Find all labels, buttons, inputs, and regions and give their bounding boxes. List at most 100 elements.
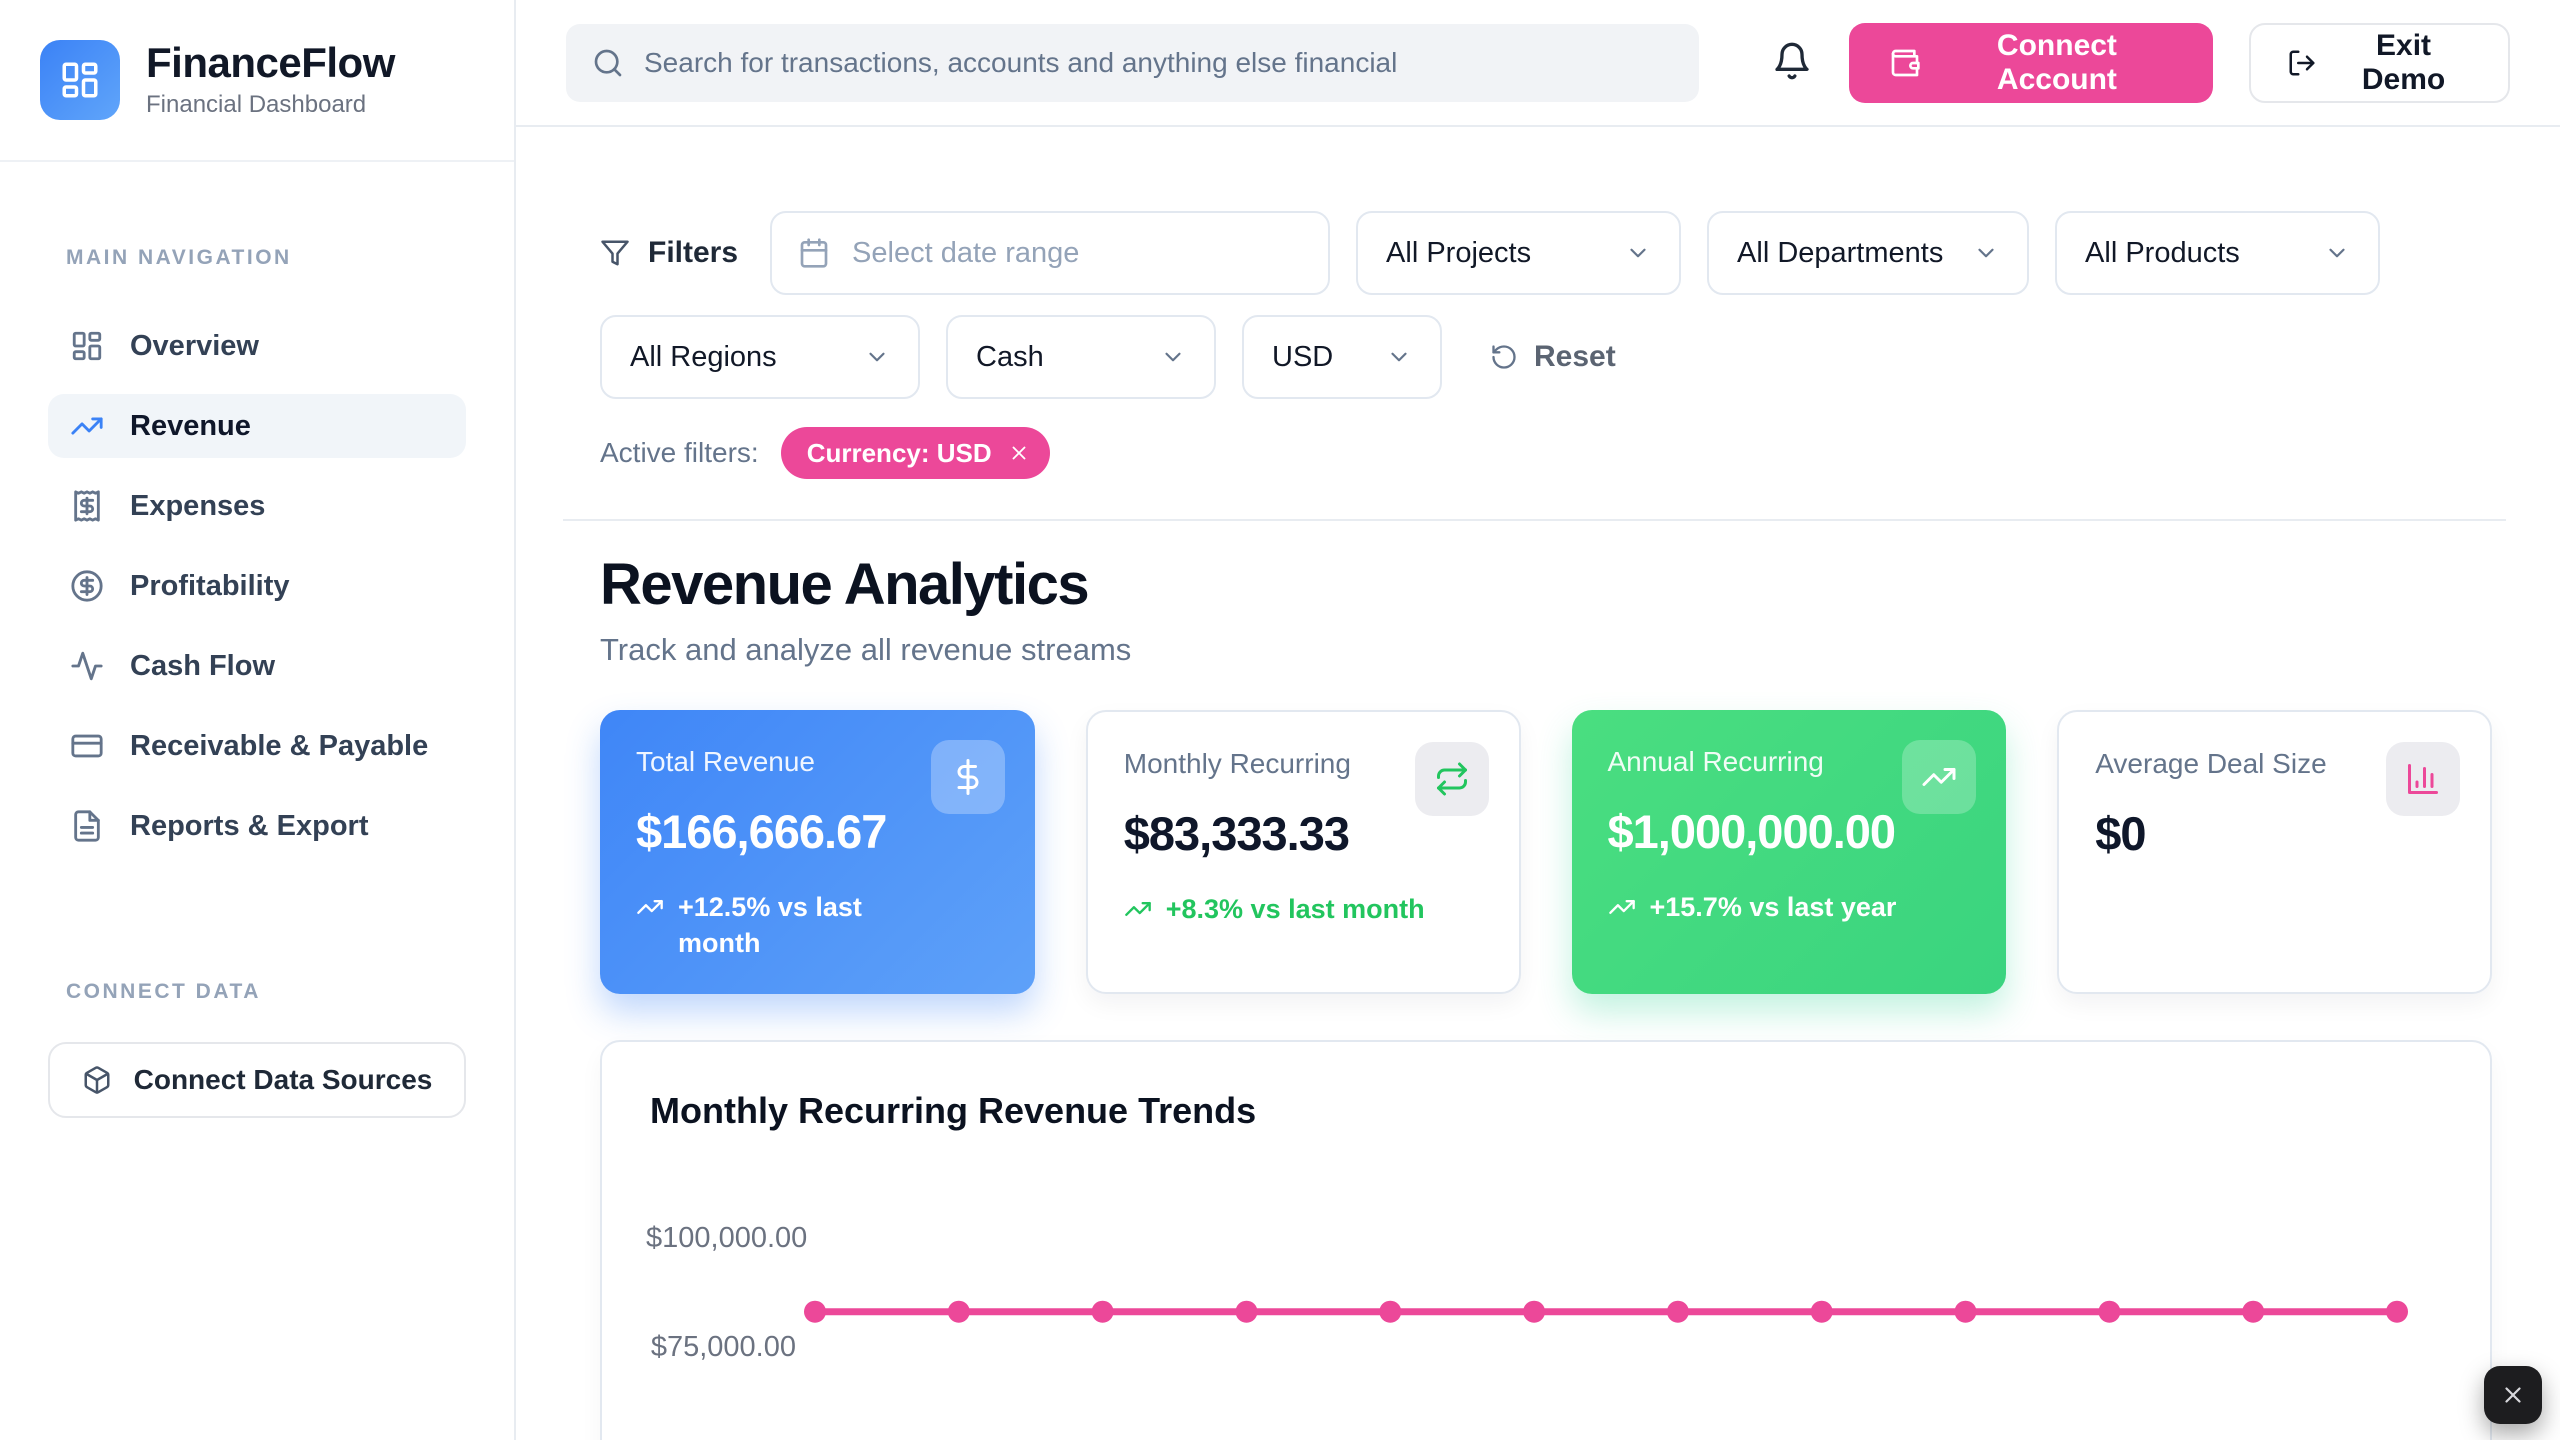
sidebar-item-label: Revenue xyxy=(130,409,251,442)
chevron-down-icon xyxy=(2324,240,2350,266)
page-title: Revenue Analytics xyxy=(600,552,1090,617)
currency-filter-select[interactable]: USD xyxy=(1242,315,1442,399)
main-navigation: MAIN NAVIGATION Overview Revenue Expenses P… xyxy=(0,162,514,858)
connect-data-sources-button[interactable]: Connect Data Sources xyxy=(48,1042,466,1118)
page-subtitle: Track and analyze all revenue streams xyxy=(600,632,1132,667)
y-axis-tick-label: $75,000.00 xyxy=(650,1331,796,1363)
reset-filters-button[interactable]: Reset xyxy=(1490,340,1616,374)
package-icon xyxy=(82,1065,112,1095)
date-range-input[interactable]: Select date range xyxy=(770,211,1331,295)
stat-card-value: $166,666.67 xyxy=(636,805,887,858)
nav-section-label: MAIN NAVIGATION xyxy=(66,246,292,269)
mrr-trends-chart-card: Monthly Recurring Revenue Trends $100,00… xyxy=(600,1040,2492,1440)
active-filters-row: Active filters: Currency: USD xyxy=(600,427,2492,479)
chevron-down-icon xyxy=(1625,240,1651,266)
file-text-icon xyxy=(70,809,104,843)
stat-card-icon-badge xyxy=(2386,742,2460,816)
chevron-down-icon xyxy=(1386,344,1412,370)
sidebar-item-profitability[interactable]: Profitability xyxy=(48,554,466,618)
sidebar-item-expenses[interactable]: Expenses xyxy=(48,474,466,538)
stat-card-change: +12.5% vs last month xyxy=(636,889,999,962)
sidebar-item-label: Profitability xyxy=(130,569,290,602)
reset-icon xyxy=(1490,343,1518,371)
account-type-filter-select[interactable]: Cash xyxy=(946,315,1216,399)
chip-close-icon[interactable] xyxy=(1008,442,1030,464)
projects-filter-value: All Projects xyxy=(1386,236,1532,269)
regions-filter-select[interactable]: All Regions xyxy=(600,315,920,399)
dollar-sign-icon xyxy=(950,759,986,795)
trending-up-icon xyxy=(1608,893,1636,921)
account-type-filter-value: Cash xyxy=(976,340,1044,373)
global-search[interactable] xyxy=(566,23,1699,102)
trending-up-icon xyxy=(70,409,104,443)
stat-cards-row: Total Revenue $166,666.67 +12.5% vs last m… xyxy=(600,710,2492,994)
reset-label: Reset xyxy=(1534,340,1616,373)
trending-up-icon xyxy=(1124,895,1152,923)
app-logo-block: FinanceFlow Financial Dashboard xyxy=(0,0,514,162)
connect-section-label: CONNECT DATA xyxy=(66,980,261,1003)
app-tagline: Financial Dashboard xyxy=(146,91,367,119)
dashboard-grid-icon xyxy=(59,59,101,101)
products-filter-select[interactable]: All Products xyxy=(2055,211,2381,295)
chevron-down-icon xyxy=(1973,240,1999,266)
overlay-close-button[interactable] xyxy=(2484,1366,2542,1424)
exit-demo-button[interactable]: Exit Demo xyxy=(2249,22,2511,103)
circle-dollar-sign-icon xyxy=(70,569,104,603)
sidebar-item-receivable-payable[interactable]: Receivable & Payable xyxy=(48,714,466,778)
credit-card-icon xyxy=(70,729,104,763)
notifications-button[interactable] xyxy=(1771,41,1813,85)
sidebar-item-label: Receivable & Payable xyxy=(130,729,429,762)
stat-card-label: Average Deal Size xyxy=(2095,748,2327,779)
stat-card-label: Monthly Recurring xyxy=(1123,748,1351,779)
repeat-icon xyxy=(1434,761,1470,797)
connect-data-sources-label: Connect Data Sources xyxy=(133,1064,433,1095)
activity-icon xyxy=(70,649,104,683)
y-axis-tick-label: $100,000.00 xyxy=(646,1222,808,1254)
connect-account-label: Connect Account xyxy=(1996,28,2117,96)
app-name: FinanceFlow xyxy=(146,38,395,86)
stat-card-icon-badge xyxy=(1414,742,1489,816)
stat-card-value: $1,000,000.00 xyxy=(1607,805,1897,858)
app-logo xyxy=(40,40,120,120)
connect-account-button[interactable]: Connect Account xyxy=(1848,22,2214,103)
stat-card-total-revenue: Total Revenue $166,666.67 +12.5% vs last m… xyxy=(600,710,1035,994)
stat-card-change: +8.3% vs last month xyxy=(1124,891,1483,927)
stat-card-value: $0 xyxy=(2095,807,2146,860)
chevron-down-icon xyxy=(1160,344,1186,370)
stat-card-label: Annual Recurring xyxy=(1607,746,1824,777)
stat-card-change: +15.7% vs last year xyxy=(1608,889,1971,925)
search-icon xyxy=(592,47,624,79)
bar-chart-icon xyxy=(2405,761,2441,797)
app-identity: FinanceFlow Financial Dashboard xyxy=(146,38,395,119)
departments-filter-select[interactable]: All Departments xyxy=(1707,211,2030,295)
sidebar-item-label: Overview xyxy=(130,329,259,362)
stat-card-annual-recurring: Annual Recurring $1,000,000.00 +15.7% vs l… xyxy=(1571,710,2007,994)
sidebar-item-reports-export[interactable]: Reports & Export xyxy=(48,794,466,858)
connect-data-section: CONNECT DATA Connect Data Sources xyxy=(48,980,466,1118)
wallet-icon xyxy=(1889,47,1921,79)
logout-icon xyxy=(2287,48,2317,78)
currency-filter-chip[interactable]: Currency: USD xyxy=(780,427,1050,479)
date-range-placeholder: Select date range xyxy=(852,236,1080,269)
sidebar-item-cash-flow[interactable]: Cash Flow xyxy=(48,634,466,698)
stat-card-value: $83,333.33 xyxy=(1123,807,1350,860)
sidebar-item-label: Expenses xyxy=(130,489,266,522)
projects-filter-select[interactable]: All Projects xyxy=(1356,211,1682,295)
trending-up-icon xyxy=(636,893,664,921)
calendar-icon xyxy=(798,237,830,269)
stat-card-change-text: +12.5% vs last month xyxy=(678,892,862,959)
currency-chip-label: Currency: USD xyxy=(806,437,992,468)
departments-filter-value: All Departments xyxy=(1737,236,1944,269)
sidebar: FinanceFlow Financial Dashboard MAIN NAV… xyxy=(0,0,516,1440)
search-input[interactable] xyxy=(644,46,1673,79)
products-filter-value: All Products xyxy=(2085,236,2240,269)
regions-filter-value: All Regions xyxy=(630,340,777,373)
stat-card-average-deal-size: Average Deal Size $0 xyxy=(2057,710,2492,994)
sidebar-item-revenue[interactable]: Revenue xyxy=(48,394,466,458)
stat-card-icon-badge xyxy=(1902,740,1977,814)
top-header: Connect Account Exit Demo xyxy=(516,0,2560,127)
stat-card-monthly-recurring: Monthly Recurring $83,333.33 +8.3% vs last… xyxy=(1085,710,1521,994)
bell-icon xyxy=(1772,41,1812,81)
sidebar-item-overview[interactable]: Overview xyxy=(48,314,466,378)
